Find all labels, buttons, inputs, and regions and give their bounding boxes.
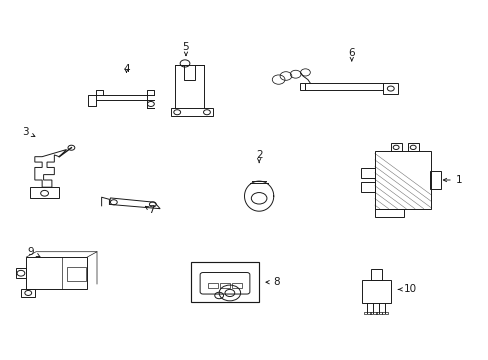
Text: 8: 8 — [265, 277, 279, 287]
Text: 6: 6 — [348, 48, 354, 61]
Bar — [21, 289, 35, 297]
Text: 5: 5 — [183, 42, 189, 55]
Bar — [66, 267, 86, 281]
Bar — [363, 312, 370, 314]
Bar — [361, 182, 374, 192]
Bar — [26, 257, 87, 289]
Text: 4: 4 — [123, 64, 129, 74]
Bar — [370, 269, 381, 279]
Bar — [390, 143, 401, 151]
Bar — [232, 283, 242, 288]
Text: 3: 3 — [22, 127, 35, 136]
Bar — [375, 312, 382, 314]
Bar — [190, 262, 259, 302]
Bar — [171, 108, 212, 116]
Bar — [16, 268, 26, 278]
Bar — [381, 312, 387, 314]
Bar — [361, 168, 374, 178]
Bar — [299, 83, 305, 90]
Bar — [305, 83, 383, 90]
Bar — [220, 283, 229, 288]
Text: 9: 9 — [27, 247, 40, 257]
Bar — [369, 312, 376, 314]
Bar — [374, 151, 430, 209]
Bar — [207, 283, 217, 288]
Text: 10: 10 — [397, 284, 416, 294]
Text: 2: 2 — [255, 150, 262, 163]
Bar — [361, 279, 390, 303]
Bar — [383, 83, 397, 94]
Bar — [374, 209, 404, 217]
Bar — [407, 143, 418, 151]
Text: 7: 7 — [145, 206, 155, 216]
Bar — [30, 187, 59, 198]
Text: 1: 1 — [443, 175, 462, 185]
